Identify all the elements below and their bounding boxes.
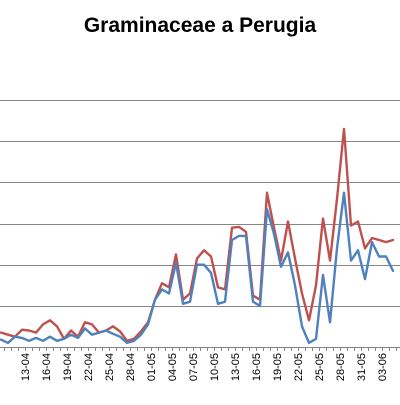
x-tick-label: 31-05 bbox=[356, 353, 368, 381]
x-tick-label: 16-05 bbox=[251, 353, 263, 381]
x-tick-label: 04-05 bbox=[167, 353, 179, 381]
x-tick-label: 03-06 bbox=[377, 353, 389, 381]
x-tick-label: 19-05 bbox=[272, 353, 284, 381]
x-tick-label: 28-04 bbox=[125, 353, 137, 381]
x-tick-label: 22-04 bbox=[83, 353, 95, 381]
x-tick-label: 07-05 bbox=[188, 353, 200, 381]
x-tick-label: 19-04 bbox=[62, 353, 74, 381]
series-line-2 bbox=[0, 191, 395, 345]
axes bbox=[0, 347, 400, 351]
chart-title: Graminaceae a Perugia bbox=[83, 14, 317, 37]
x-tick-label: 25-04 bbox=[104, 353, 116, 381]
series-layer bbox=[0, 127, 395, 345]
series-line-1 bbox=[0, 127, 395, 342]
x-tick-label: 13-05 bbox=[230, 353, 242, 381]
x-tick-label: 28-05 bbox=[335, 353, 347, 381]
x-tick-label: 25-05 bbox=[314, 353, 326, 381]
gridlines bbox=[0, 100, 400, 307]
x-tick-label: 01-05 bbox=[146, 353, 158, 381]
x-tick-label: 10-05 bbox=[209, 353, 221, 381]
x-tick-label: 16-04 bbox=[41, 353, 53, 381]
x-tick-labels: 13-04 16-04 19-04 22-04 25-04 28-04 01-05 04-05… bbox=[20, 353, 389, 381]
x-tick-label: 22-05 bbox=[293, 353, 305, 381]
x-tick-label: 13-04 bbox=[20, 353, 32, 381]
